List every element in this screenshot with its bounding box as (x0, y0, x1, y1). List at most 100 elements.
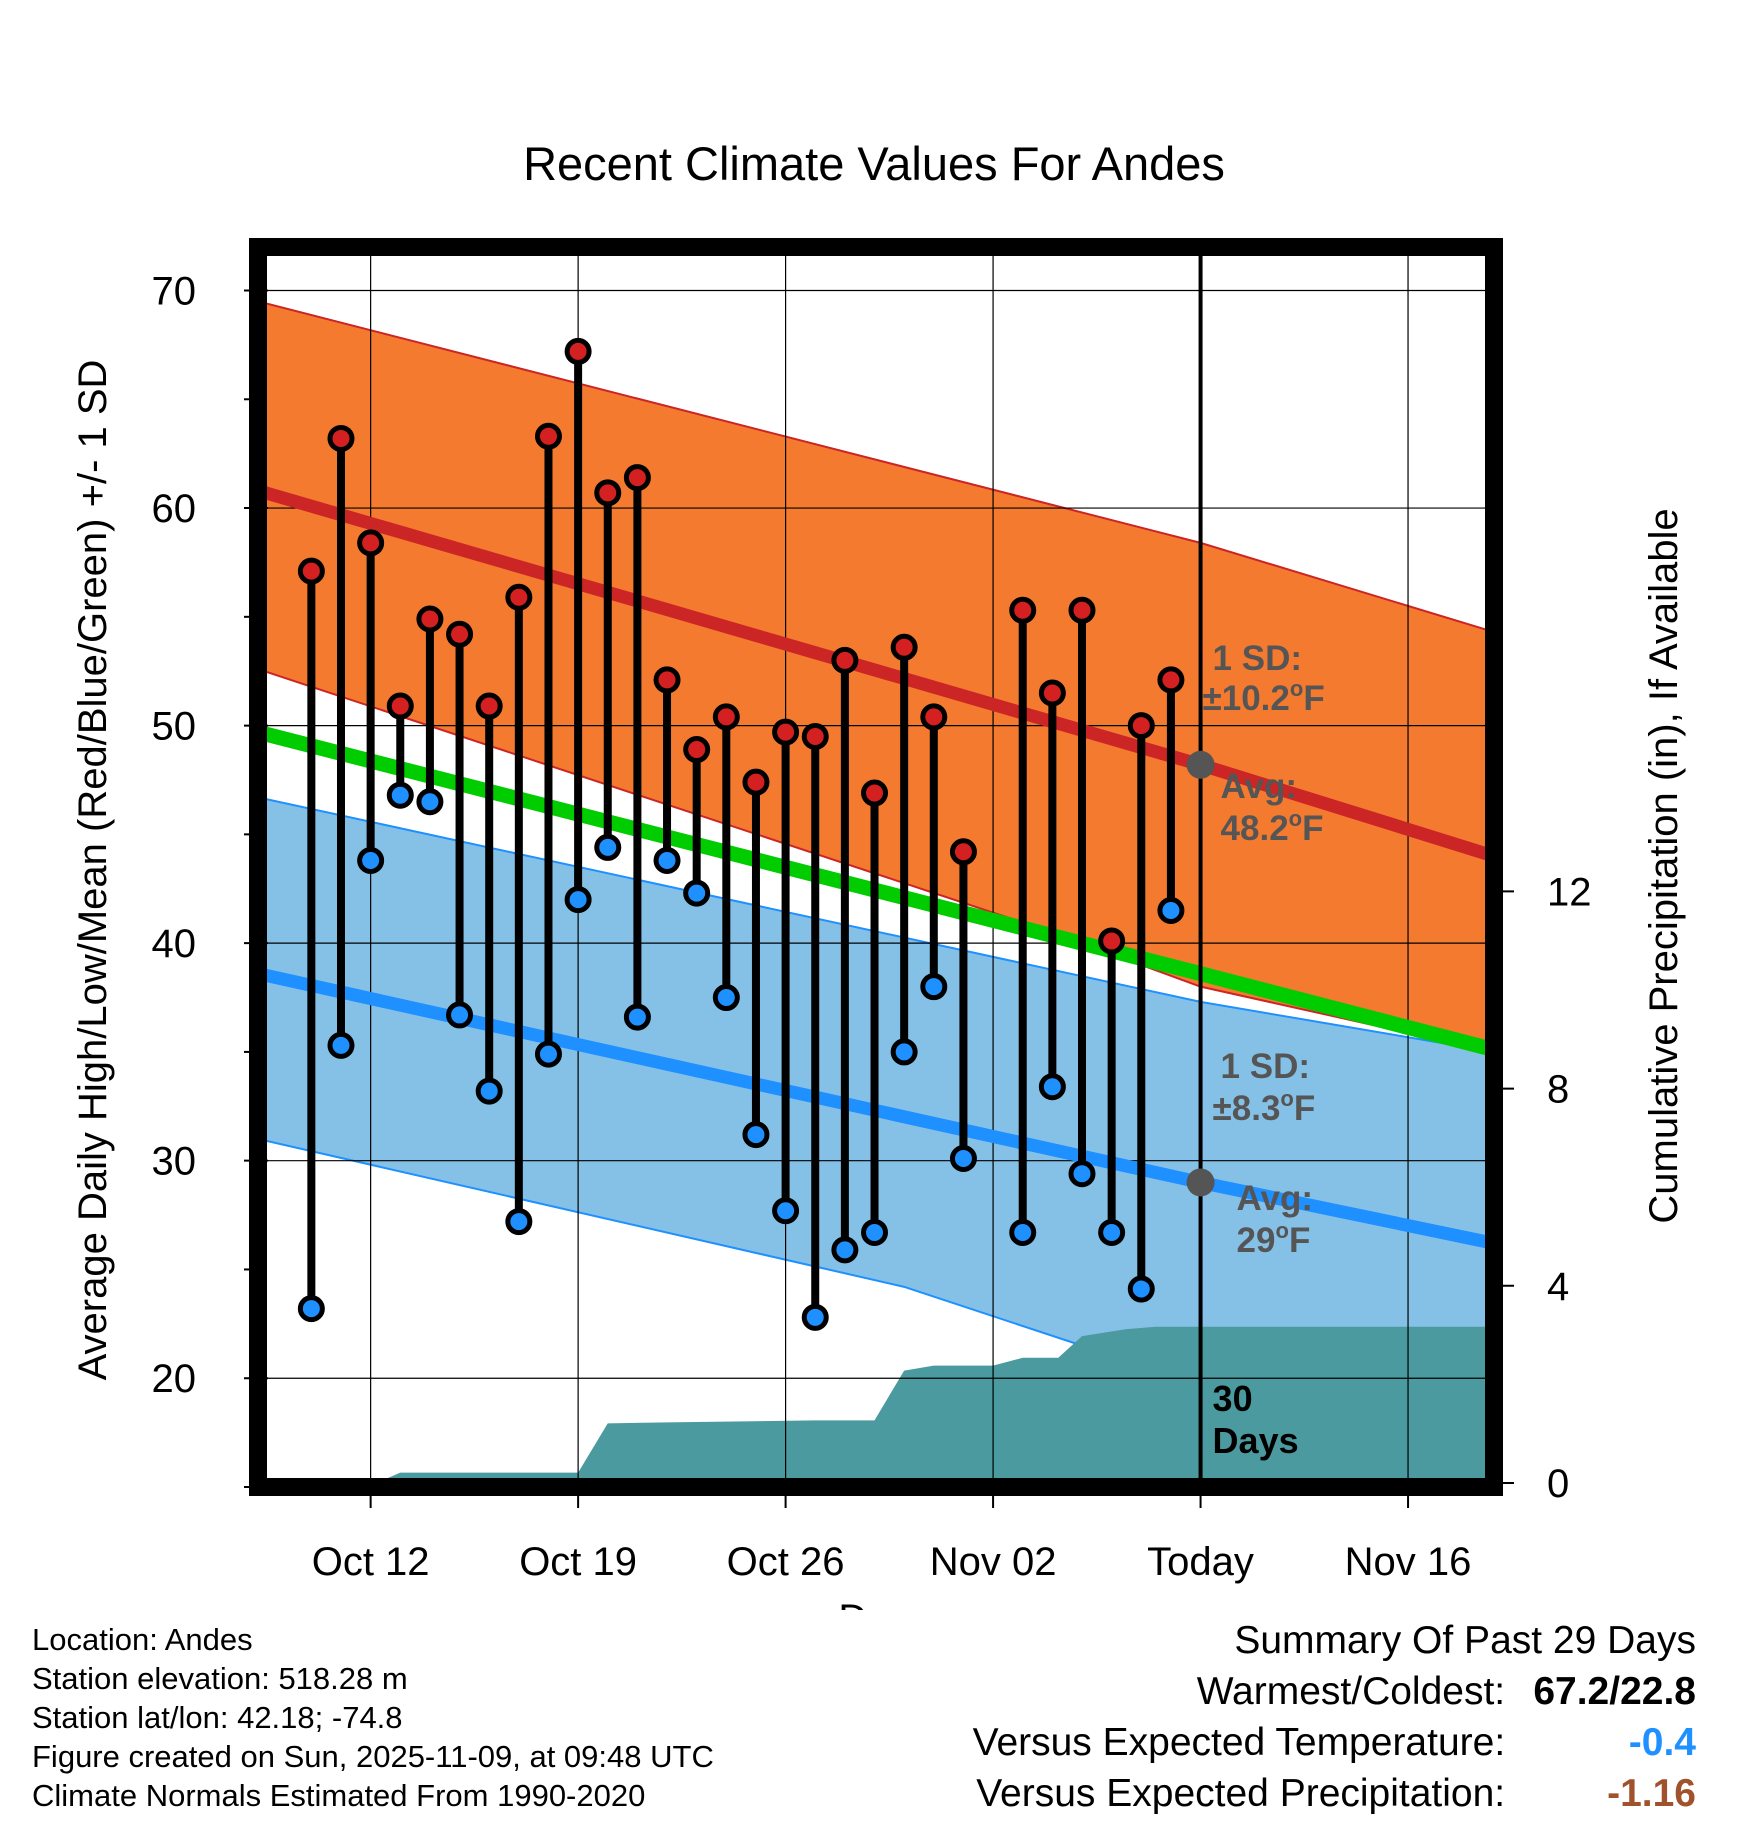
y-axis-label: Average Daily High/Low/Mean (Red/Blue/Gr… (71, 360, 115, 1381)
low-sd-label: 1 SD: (1221, 1047, 1310, 1086)
obs-low-point (742, 1121, 770, 1149)
y2-tick-label: 0 (1547, 1462, 1569, 1506)
obs-high-point (327, 424, 355, 452)
obs-low-point (772, 1197, 800, 1225)
obs-low-point (1068, 1160, 1096, 1188)
info-elevation: Station elevation: 518.28 m (32, 1661, 408, 1696)
obs-low-point (1098, 1218, 1126, 1246)
high-avg-value: 48.2oF (1221, 806, 1324, 848)
y2-tick-label: 4 (1547, 1265, 1569, 1309)
station-info: Location: Andes Station elevation: 518.2… (32, 1620, 714, 1815)
summary-panel: Summary Of Past 29 Days Warmest/Coldest:… (973, 1615, 1696, 1819)
obs-low-point (683, 879, 711, 907)
precip-anomaly-value: -1.16 (1607, 1772, 1696, 1815)
temp-anomaly-label: Versus Expected Temperature: (972, 1721, 1506, 1764)
info-latlon: Station lat/lon: 42.18; -74.8 (32, 1700, 403, 1735)
x-tick-label: Nov 02 (930, 1540, 1057, 1584)
obs-low-point (1127, 1275, 1155, 1303)
obs-high-point (446, 620, 474, 648)
high-sd-value: ±10.2oF (1203, 676, 1325, 718)
today-low-avg-marker (1186, 1168, 1215, 1197)
precip-area (258, 1326, 1494, 1483)
x-tick-label: Oct 26 (727, 1540, 845, 1584)
obs-high-point (1068, 596, 1096, 624)
obs-high-point (772, 718, 800, 746)
y2-tick-label: 12 (1547, 870, 1592, 914)
temp-anomaly-value: -0.4 (1628, 1721, 1696, 1764)
obs-low-point (861, 1218, 889, 1246)
obs-low-point (297, 1295, 325, 1323)
obs-low-point (446, 1001, 474, 1029)
obs-high-point (653, 666, 681, 694)
y-tick-label: 50 (152, 705, 197, 749)
obs-high-point (594, 479, 622, 507)
x-tick-label: Oct 12 (312, 1540, 430, 1584)
x-tick-label: Today (1147, 1540, 1254, 1584)
y-tick-label: 70 (152, 270, 197, 314)
summary-precip-anomaly: Versus Expected Precipitation: -1.16 (973, 1768, 1696, 1819)
obs-low-point (534, 1040, 562, 1068)
obs-low-point (920, 973, 948, 1001)
obs-high-point (949, 838, 977, 866)
obs-high-point (505, 583, 533, 611)
today-high-avg-marker (1186, 750, 1215, 779)
obs-low-point (1038, 1073, 1066, 1101)
obs-low-point (890, 1038, 918, 1066)
obs-low-point (594, 833, 622, 861)
y-tick-label: 30 (152, 1140, 197, 1184)
y-tick-label: 40 (152, 922, 197, 966)
summary-title: Summary Of Past 29 Days (1234, 1619, 1696, 1662)
y-tick-label: 20 (152, 1357, 197, 1401)
info-normals: Climate Normals Estimated From 1990-2020 (32, 1778, 646, 1813)
obs-high-point (357, 529, 385, 557)
high-avg-label: Avg: (1221, 767, 1297, 806)
obs-high-point (623, 464, 651, 492)
obs-high-point (831, 646, 859, 674)
obs-low-point (475, 1077, 503, 1105)
x-tick-label: Nov 16 (1345, 1540, 1472, 1584)
info-location: Location: Andes (32, 1622, 253, 1657)
obs-low-point (357, 846, 385, 874)
today-days-count: 30 (1213, 1378, 1253, 1419)
obs-high-point (386, 692, 414, 720)
low-avg-value: 29oF (1237, 1218, 1311, 1260)
obs-high-point (534, 422, 562, 450)
obs-high-point (1157, 666, 1185, 694)
info-created: Figure created on Sun, 2025-11-09, at 09… (32, 1739, 714, 1774)
obs-low-point (712, 984, 740, 1012)
low-sd-value: ±8.3oF (1213, 1086, 1316, 1128)
obs-low-point (1009, 1218, 1037, 1246)
obs-high-point (920, 703, 948, 731)
obs-high-point (742, 768, 770, 796)
obs-high-point (416, 605, 444, 633)
chart-title: Recent Climate Values For Andes (523, 137, 1225, 190)
obs-high-point (1098, 927, 1126, 955)
obs-low-point (564, 886, 592, 914)
obs-low-point (801, 1303, 829, 1331)
obs-high-point (297, 557, 325, 585)
y-tick-label: 60 (152, 487, 197, 531)
obs-high-point (1038, 679, 1066, 707)
obs-low-point (653, 846, 681, 874)
obs-high-point (1127, 712, 1155, 740)
obs-low-point (831, 1236, 859, 1264)
summary-temp-anomaly: Versus Expected Temperature: -0.4 (973, 1717, 1696, 1768)
obs-high-point (890, 633, 918, 661)
obs-low-point (386, 781, 414, 809)
obs-low-point (1157, 897, 1185, 925)
y2-axis-label: Cumulative Precipitation (in), If Availa… (1642, 508, 1686, 1223)
obs-low-point (416, 788, 444, 816)
obs-low-point (327, 1031, 355, 1059)
precip-anomaly-label: Versus Expected Precipitation: (976, 1772, 1506, 1815)
warmest-coldest-value: 67.2/22.8 (1533, 1670, 1696, 1713)
summary-warmest-coldest: Warmest/Coldest: 67.2/22.8 (973, 1666, 1696, 1717)
x-tick-label: Oct 19 (519, 1540, 637, 1584)
obs-high-point (861, 779, 889, 807)
high-sd-label: 1 SD: (1213, 639, 1302, 678)
obs-low-point (505, 1208, 533, 1236)
obs-low-point (949, 1145, 977, 1173)
obs-high-point (801, 722, 829, 750)
obs-high-point (712, 703, 740, 731)
